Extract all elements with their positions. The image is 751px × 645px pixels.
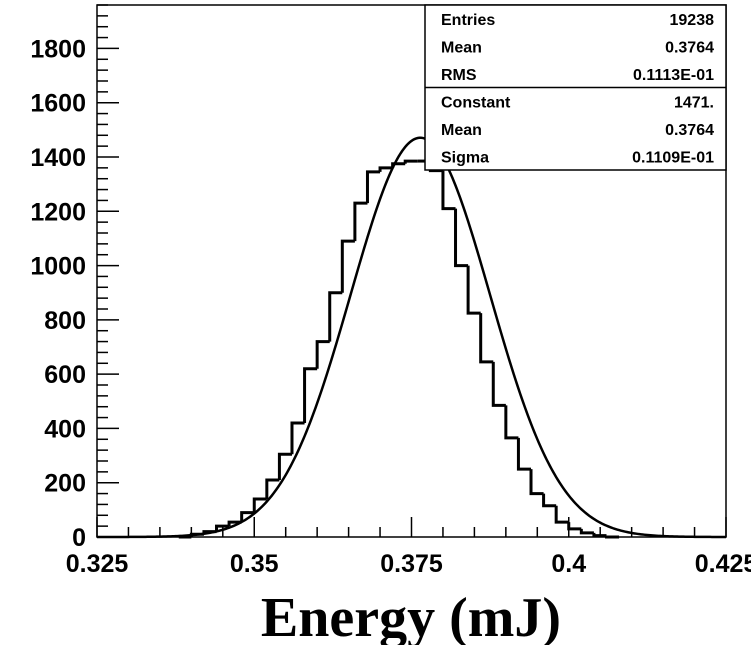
stats-value: 0.1113E-01 [633,67,714,84]
histogram-bin [516,437,532,471]
y-axis: 0 200 400 600 800 1000 1200 1400 1600 1800 [30,4,119,552]
histogram-bin [303,367,318,423]
stats-value: 0.3764 [665,122,714,139]
y-tick-label: 1600 [30,90,86,118]
histogram-bin [403,159,418,164]
stats-label: Sigma [441,150,489,167]
histogram-bin [542,493,557,508]
x-axis-title: Energy (mJ) [261,587,561,645]
histogram-bin [328,291,343,342]
histogram-bin [466,265,481,315]
histogram-bin [365,170,381,204]
stats-label: Mean [441,122,482,139]
stats-label: Mean [441,40,482,57]
histogram-bin [454,208,469,268]
y-tick-label: 600 [44,361,86,389]
histogram-bin [353,201,368,242]
y-tick-label: 1000 [30,253,86,281]
histogram-bin [491,361,506,407]
histogram-bin [265,478,280,499]
stats-label: Entries [441,12,495,29]
x-axis: 0.325 0.35 0.375 0.4 0.425 [66,517,751,578]
x-tick-label: 0.425 [695,550,751,578]
y-tick-label: 400 [44,415,86,443]
stats-box: Entries 19238 Mean 0.3764 RMS 0.1113E-01 Const… [424,4,727,171]
histogram-bin [252,497,267,513]
histogram-bin [579,528,594,535]
histogram-bin [504,405,519,440]
histogram-bin [479,313,494,364]
histogram-bin [604,535,620,539]
histogram-bin [529,469,544,496]
histogram-bin [227,520,242,527]
histogram-bin [567,522,582,531]
stats-value: 19238 [670,12,715,29]
histogram-bin [378,166,393,172]
stats-value: 0.1109E-01 [632,150,714,167]
stats-value: 0.3764 [665,40,714,57]
y-tick-label: 1800 [30,35,86,63]
y-tick-label: 200 [44,470,86,498]
histogram-bin [441,170,456,211]
histogram-bin [315,340,330,369]
histogram-bin [277,452,292,480]
y-tick-label: 1400 [30,144,86,172]
x-tick-label: 0.325 [66,550,129,578]
stats-label: RMS [441,67,477,84]
histogram-bin [240,511,255,523]
histogram-bin [290,421,305,455]
y-tick-label: 800 [44,307,86,335]
histogram-bin [592,532,607,538]
stats-label: Constant [441,95,511,112]
gaussian-fit-curve [97,136,726,539]
x-tick-label: 0.375 [380,550,443,578]
histogram-bin [340,239,355,293]
x-tick-label: 0.4 [551,550,586,578]
histogram-bin [554,505,569,524]
y-tick-label: 0 [72,524,86,552]
x-tick-label: 0.35 [230,550,279,578]
histogram-bin [215,524,230,532]
stats-value: 1471. [674,95,714,112]
y-tick-label: 1200 [30,198,86,226]
